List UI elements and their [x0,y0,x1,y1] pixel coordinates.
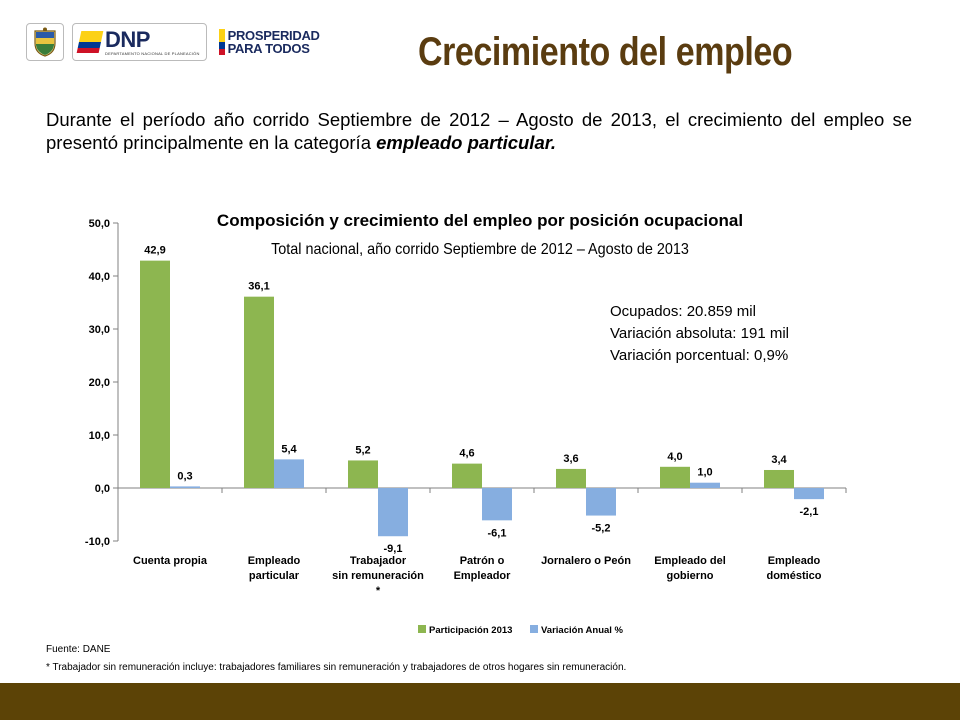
bar-participacion [764,469,794,488]
category-label: Empleado del [654,555,726,567]
colombia-coat-of-arms-icon [26,23,64,61]
category-label: Empleado [768,555,821,567]
chart-labels: 42,9 0,3 Cuenta propia 36,1 5,4 Empleado parti… [133,245,822,597]
data-label: -2,1 [800,506,819,518]
data-label: -5,2 [592,523,611,535]
chart-title: Composición y crecimiento del empleo por… [217,211,743,230]
category-label: Patrón o [460,555,505,567]
category-label: * [376,585,381,597]
y-tick-label: 10,0 [89,430,110,442]
intro-emphasis: empleado particular. [376,132,557,153]
prosperidad-logo: PROSPERIDAD PARA TODOS [218,28,320,56]
bar-participacion [452,463,482,488]
annotation-line: Variación absoluta: 191 mil [610,325,789,342]
dnp-flag-icon [76,31,104,53]
intro-paragraph: Durante el período año corrido Septiembr… [46,108,912,154]
bottom-band [0,683,960,720]
category-label: doméstico [766,570,821,582]
bar-variacion [586,488,616,516]
bar-variacion [482,488,512,521]
category-label: Empleado [248,555,301,567]
logo-bar: DNP DEPARTAMENTO NACIONAL DE PLANEACIÓN … [26,20,320,64]
bar-participacion [244,296,274,488]
legend-label: Variación Anual % [541,625,624,636]
category-label: particular [249,570,300,582]
dnp-word: DNP [105,26,150,52]
category-label: Cuenta propia [133,555,208,567]
y-tick-label: 40,0 [89,271,110,283]
dnp-subtitle: DEPARTAMENTO NACIONAL DE PLANEACIÓN [105,50,200,56]
data-label: 3,6 [563,453,578,465]
bar-variacion [794,488,824,500]
category-label: Jornalero o Peón [541,555,631,567]
data-label: 36,1 [248,281,269,293]
data-label: 4,0 [667,451,682,463]
category-label: Trabajador [350,555,407,567]
y-tick-label: 50,0 [89,218,110,230]
legend-swatch [530,625,538,633]
chart-legend: Participación 2013 Variación Anual % [418,625,624,636]
bar-participacion [348,460,378,488]
y-tick-label: -10,0 [85,536,110,548]
legend-swatch [418,625,426,633]
legend-label: Participación 2013 [429,625,512,636]
data-label: 5,4 [281,443,297,455]
bar-variacion [170,486,200,488]
bar-variacion [690,482,720,488]
dnp-logo: DNP DEPARTAMENTO NACIONAL DE PLANEACIÓN [72,23,207,61]
data-label: 0,3 [177,470,192,482]
source-note: Fuente: DANE [46,644,111,655]
bar-variacion [378,488,408,537]
category-label: Empleador [454,570,512,582]
prosperidad-line2: PARA TODOS [227,41,310,56]
bar-participacion [660,466,690,488]
prosperidad-line1: PROSPERIDAD [227,28,320,43]
y-tick-label: 0,0 [95,483,110,495]
annotation-line: Variación porcentual: 0,9% [610,347,788,364]
y-tick-label: 20,0 [89,377,110,389]
data-label: 5,2 [355,444,370,456]
bar-variacion [274,459,304,488]
chart-subtitle: Total nacional, año corrido Septiembre d… [271,240,689,258]
data-label: -6,1 [488,527,507,539]
data-label: 3,4 [771,454,787,466]
chart-bars [140,260,824,537]
page-title: Crecimiento del empleo [418,30,793,74]
y-tick-label: 30,0 [89,324,110,336]
chart-annotation: Ocupados: 20.859 mil Variación absoluta: … [610,303,789,364]
category-label: sin remuneración [332,570,424,582]
data-label: 4,6 [459,448,474,460]
bar-participacion [140,260,170,488]
employment-chart: -10,0 0,0 10,0 20,0 30,0 40,0 50,0 42,9 0,3 Cuen… [85,211,847,636]
category-label: gobierno [666,570,713,582]
annotation-line: Ocupados: 20.859 mil [610,303,756,320]
chart-axis: -10,0 0,0 10,0 20,0 30,0 40,0 50,0 [85,218,847,548]
prosperidad-flag-icon [218,29,225,55]
data-label: 42,9 [144,245,165,257]
footnote: * Trabajador sin remuneración incluye: t… [46,662,627,673]
data-label: -9,1 [384,543,403,555]
intro-text: Durante el período año corrido Septiembr… [46,109,912,153]
bar-participacion [556,468,586,488]
data-label: 1,0 [697,467,712,479]
